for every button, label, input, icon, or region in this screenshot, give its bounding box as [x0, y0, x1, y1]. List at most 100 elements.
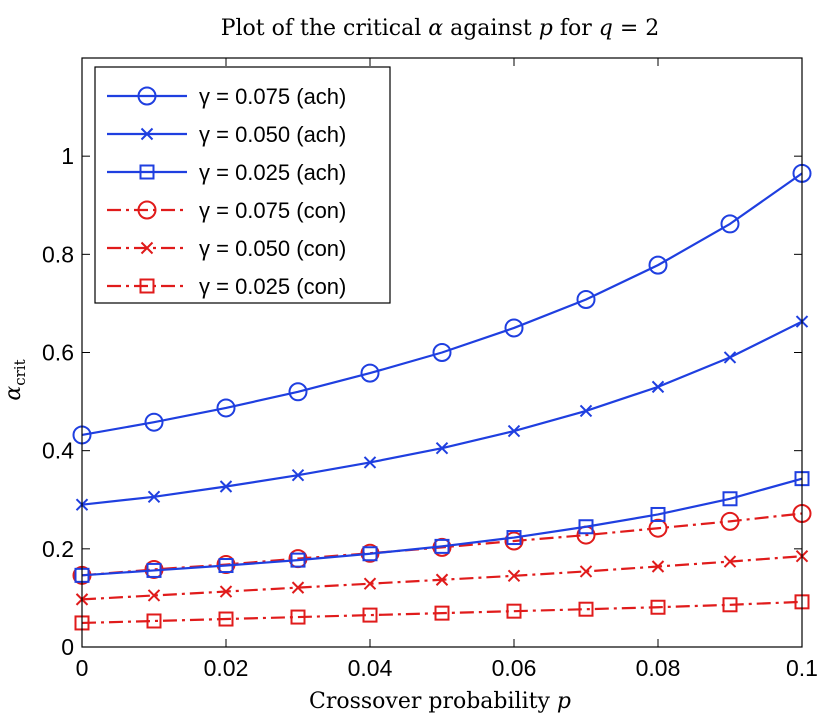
x-axis-label-var: p [557, 689, 571, 714]
x-tick-label: 0.1 [786, 655, 818, 681]
series-line [81, 320, 803, 506]
y-tick-label: 0.8 [42, 241, 74, 267]
title-eq: = 2 [620, 16, 659, 41]
data-point [578, 519, 594, 535]
data-point [723, 555, 737, 568]
title-for: for [560, 16, 592, 41]
data-point [579, 565, 593, 578]
legend-entry: γ = 0.075 (con) [107, 198, 346, 223]
x-tick-label: 0.06 [492, 655, 537, 681]
data-point [722, 491, 738, 507]
series-line [81, 555, 803, 601]
x-axis-label-text: Crossover probability [309, 689, 550, 714]
data-point [291, 581, 305, 594]
data-point [360, 363, 380, 383]
series-4 [75, 549, 809, 606]
legend-label: γ = 0.050 (con) [199, 236, 346, 261]
data-point [506, 530, 522, 546]
y-tick-label: 1 [61, 143, 74, 169]
data-point [576, 289, 596, 309]
data-point [650, 506, 666, 522]
data-point [290, 552, 306, 568]
data-point [650, 599, 666, 615]
data-point [363, 577, 377, 590]
x-tick-label: 0.08 [636, 655, 681, 681]
legend-label: γ = 0.075 (ach) [199, 84, 346, 109]
data-point [219, 480, 233, 493]
legend-marker [137, 200, 157, 220]
series-line [81, 600, 803, 625]
y-tick-label: 0.6 [42, 340, 74, 366]
legend-entry: γ = 0.025 (con) [107, 274, 346, 299]
series-2 [74, 471, 810, 583]
y-axis-label-var: α [1, 386, 26, 401]
legend-entry: γ = 0.050 (ach) [107, 122, 346, 147]
title-middle: against [450, 16, 532, 41]
legend: γ = 0.075 (ach) γ = 0.050 (ach) γ = 0.025 … [94, 66, 391, 304]
data-point [504, 531, 524, 551]
legend-label: γ = 0.025 (con) [199, 274, 346, 299]
data-point [434, 538, 450, 554]
legend-entry: γ = 0.075 (ach) [107, 84, 346, 109]
data-point [146, 562, 162, 578]
data-point [290, 609, 306, 625]
data-point [723, 351, 737, 364]
y-axis-label-sub: crit [11, 359, 29, 385]
data-point [434, 605, 450, 621]
plot-area-frame [81, 57, 803, 648]
data-point [362, 546, 378, 562]
series-line [81, 512, 803, 577]
legend-entry: γ = 0.050 (con) [107, 236, 346, 261]
title-prefix: Plot of the critical [221, 16, 422, 41]
title-alpha: α [428, 16, 443, 41]
x-tick-label: 0.02 [204, 655, 249, 681]
data-point [144, 412, 164, 432]
data-point [651, 380, 665, 394]
y-tick-label: 0.2 [42, 536, 74, 562]
legend-box [94, 66, 391, 304]
series-3 [72, 503, 812, 585]
data-point [506, 603, 522, 619]
data-point [651, 560, 665, 573]
series-line [81, 172, 803, 437]
series-1 [75, 315, 809, 511]
y-tick-label: 0 [61, 634, 74, 660]
data-point [147, 589, 161, 602]
y-axis-label: αcrit [1, 359, 29, 400]
data-point [219, 585, 233, 598]
data-point [648, 255, 668, 275]
x-axis-label: Crossover probability p [309, 689, 571, 714]
legend-marker [140, 127, 154, 141]
legend-marker [139, 278, 155, 294]
data-point [720, 511, 740, 531]
series-line [81, 477, 803, 577]
data-point [218, 558, 234, 574]
legend-entry: γ = 0.025 (ach) [107, 160, 346, 185]
data-point [435, 442, 449, 455]
data-point [648, 518, 668, 538]
data-point [507, 424, 521, 438]
data-point [288, 382, 308, 402]
data-point [146, 613, 162, 629]
legend-label: γ = 0.050 (ach) [199, 122, 346, 147]
data-point [720, 214, 740, 234]
data-point [722, 597, 738, 613]
title-p: p [539, 16, 553, 41]
data-point [504, 318, 524, 338]
x-tick-label: 0 [76, 655, 89, 681]
data-point [578, 601, 594, 617]
legend-marker [139, 164, 155, 180]
data-point [291, 469, 305, 482]
series-5 [74, 594, 810, 631]
legend-label: γ = 0.075 (con) [199, 198, 346, 223]
legend-label: γ = 0.025 (ach) [199, 160, 346, 185]
legend-marker [140, 241, 154, 255]
data-point [216, 398, 236, 418]
data-point [362, 607, 378, 623]
data-point [147, 490, 161, 504]
legend-marker [137, 86, 157, 106]
data-point [435, 573, 449, 586]
data-point [218, 611, 234, 627]
data-point [432, 343, 452, 362]
